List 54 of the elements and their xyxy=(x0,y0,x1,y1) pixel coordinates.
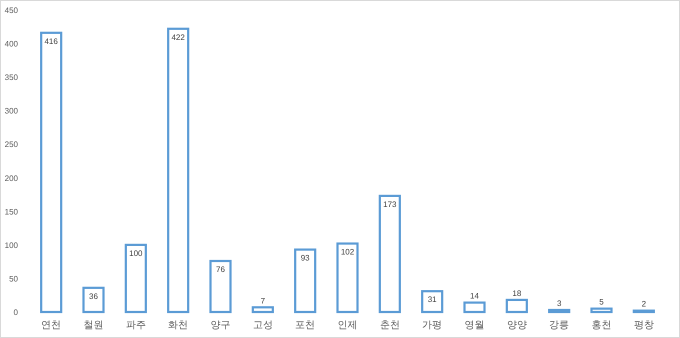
x-tick-label: 강릉 xyxy=(549,320,570,331)
x-tick-label: 홍천 xyxy=(592,320,612,331)
x-tick-label: 평창 xyxy=(634,320,654,331)
x-tick-label: 포천 xyxy=(295,320,316,331)
bar xyxy=(252,306,274,314)
bar xyxy=(82,286,105,314)
data-label: 102 xyxy=(340,248,355,257)
bar xyxy=(167,28,190,314)
y-tick-label: 300 xyxy=(4,106,19,116)
x-tick-label: 파주 xyxy=(126,320,146,331)
data-label: 7 xyxy=(260,296,266,306)
data-label: 31 xyxy=(428,295,438,304)
x-tick-label: 양구 xyxy=(210,320,230,331)
bar xyxy=(378,194,401,314)
bar xyxy=(40,32,62,314)
y-tick-label: 0 xyxy=(14,308,19,317)
x-tick-label: 가평 xyxy=(422,320,442,331)
x-tick-label: 철원 xyxy=(84,320,104,331)
y-tick-label: 350 xyxy=(4,73,19,82)
y-tick-label: 100 xyxy=(4,240,19,250)
data-label: 5 xyxy=(599,298,604,307)
bar xyxy=(209,260,232,314)
y-tick-label: 150 xyxy=(4,207,19,216)
y-tick-label: 200 xyxy=(4,174,19,183)
y-tick-label: 250 xyxy=(4,140,19,150)
data-label: 18 xyxy=(512,288,522,298)
bar xyxy=(124,244,147,314)
x-tick-label: 영월 xyxy=(464,320,484,331)
data-label: 93 xyxy=(300,254,310,263)
bar xyxy=(590,308,613,314)
x-tick-label: 고성 xyxy=(252,320,273,331)
data-label: 173 xyxy=(383,200,398,209)
y-tick-label: 400 xyxy=(4,40,19,49)
bar xyxy=(294,248,316,314)
data-label: 3 xyxy=(556,298,562,308)
data-label: 14 xyxy=(470,292,480,301)
x-tick-label: 양양 xyxy=(506,320,527,331)
data-label: 100 xyxy=(129,248,144,258)
x-tick-label: 춘천 xyxy=(380,320,400,331)
bar xyxy=(463,302,486,314)
data-label: 422 xyxy=(171,32,186,42)
y-tick-label: 450 xyxy=(4,6,19,15)
x-tick-label: 연천 xyxy=(41,320,62,331)
bar xyxy=(336,242,359,314)
data-label: 2 xyxy=(642,300,647,309)
x-tick-label: 인제 xyxy=(338,320,358,331)
bar xyxy=(548,308,570,314)
y-tick-label: 50 xyxy=(9,274,19,284)
data-label: 76 xyxy=(216,264,226,274)
bar xyxy=(506,298,528,314)
data-label: 36 xyxy=(89,292,98,301)
data-label: 416 xyxy=(44,36,58,46)
bar xyxy=(421,290,444,314)
x-tick-label: 화천 xyxy=(168,320,188,331)
